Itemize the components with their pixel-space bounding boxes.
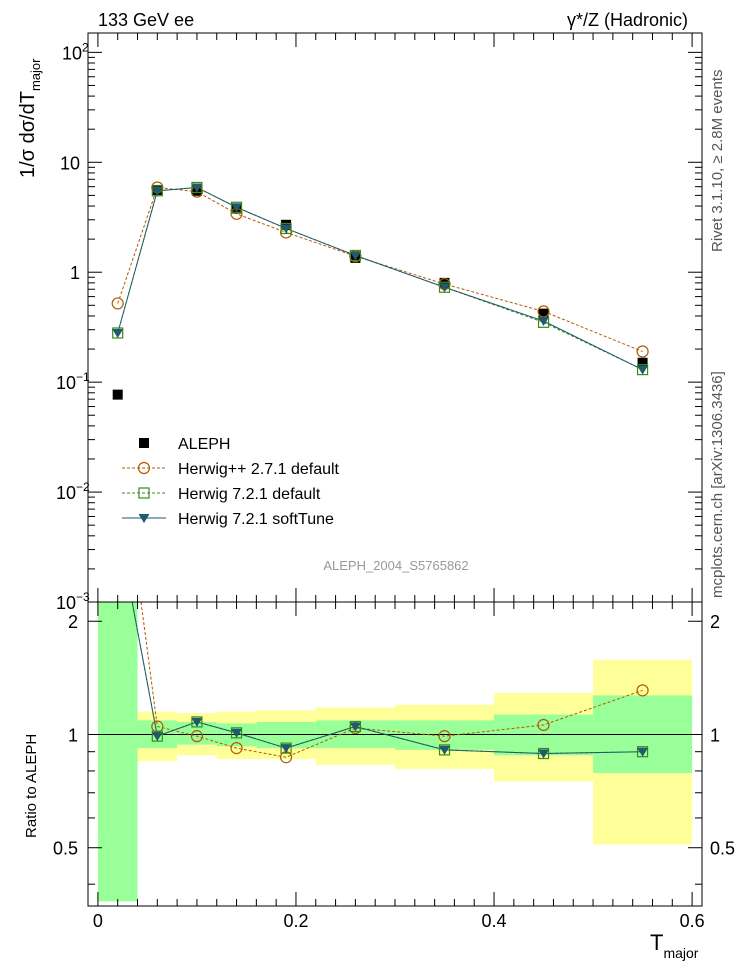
ratio-point-herwigpp	[438, 730, 451, 743]
point-softtune	[538, 316, 550, 326]
ratio-series-layer	[112, 418, 649, 764]
ratio-line-herwigpp	[140, 602, 643, 758]
ratio-point-softtune	[637, 747, 649, 757]
ratio-y-tick-label: 0.5	[53, 839, 78, 859]
point-softtune	[151, 186, 163, 196]
mcplots-label: mcplots.cern.ch [arXiv:1306.3436]	[709, 371, 726, 598]
axes-layer: 102 10 1 10−1 10−2 10−3 0 0.2 0.4 0.6 0.5 0.5 1 1 2 2	[53, 33, 735, 931]
x-tick-label: 0.2	[283, 911, 308, 931]
main-y-tick-label: 10−3	[56, 590, 90, 613]
main-ylabel: 1/σ dσ/dTmajor	[17, 58, 43, 178]
point-softtune	[280, 224, 292, 234]
point-softtune	[349, 251, 361, 261]
ratio-point-herwig721	[113, 520, 123, 530]
ratio-point-softtune	[439, 745, 451, 755]
ratio-point-herwigpp	[151, 720, 164, 733]
ratio-point-softtune	[112, 521, 123, 530]
ratio-point-herwigpp	[537, 718, 550, 732]
band-stat	[256, 721, 316, 749]
x-tick-label: 0	[93, 911, 103, 931]
ratio-y-tick-label: 1	[68, 725, 78, 745]
legend-marker-softtune	[138, 514, 150, 523]
ratio-y-tick-label-right: 0.5	[710, 839, 735, 859]
main-y-tick-label: 10−2	[56, 480, 90, 503]
ratio-point-softtune	[231, 728, 243, 738]
ratio-y-tick-label: 2	[68, 612, 78, 632]
main-y-tick-label: 1	[70, 263, 80, 283]
ratio-point-herwigpp	[190, 730, 204, 743]
rivet-label: Rivet 3.1.10, ≥ 2.8M events	[709, 70, 726, 253]
ratio-point-softtune	[151, 732, 163, 742]
legend: ALEPH Herwig++ 2.7.1 default Herwig 7.2.1 …	[122, 436, 340, 528]
x-tick-label: 0.4	[482, 911, 507, 931]
point-softtune	[637, 365, 649, 375]
header-right: γ*/Z (Hadronic)	[567, 10, 688, 30]
band-stat	[97, 602, 138, 902]
x-tick-label: 0.6	[680, 911, 705, 931]
legend-marker-herwig721	[138, 487, 150, 499]
main-y-tick-label: 10	[60, 153, 80, 173]
x-axis-label: Tmajor	[650, 930, 699, 961]
legend-marker-data	[139, 438, 149, 448]
ratio-point-softtune	[538, 749, 550, 759]
legend-label-herwigpp: Herwig++ 2.7.1 default	[178, 461, 340, 478]
point-herwigpp	[111, 297, 124, 310]
ratio-point-softtune	[191, 717, 203, 727]
ratio-point-softtune	[349, 722, 361, 732]
header-left: 133 GeV ee	[98, 10, 194, 30]
analysis-watermark: ALEPH_2004_S5765862	[323, 558, 468, 573]
ratio-y-tick-label-right: 2	[710, 612, 720, 632]
legend-label-softtune: Herwig 7.2.1 softTune	[178, 511, 334, 528]
point-data	[112, 389, 123, 400]
legend-label-herwig721: Herwig 7.2.1 default	[178, 486, 321, 503]
series-line-herwigpp	[117, 186, 643, 352]
series-line-softtune	[117, 186, 643, 371]
series-line-herwig721	[117, 186, 643, 371]
point-data	[538, 308, 549, 319]
point-herwigpp	[636, 345, 649, 358]
point-softtune	[439, 283, 451, 293]
point-softtune	[231, 203, 243, 213]
ratio-ylabel: Ratio to ALEPH	[23, 734, 40, 838]
point-data	[637, 357, 648, 368]
point-softtune	[191, 183, 203, 193]
ratio-point-herwigpp	[112, 418, 123, 429]
point-data	[439, 277, 450, 288]
main-series-layer	[111, 181, 649, 400]
ratio-point-softtune	[280, 744, 292, 754]
ratio-point-herwigpp	[230, 742, 243, 755]
legend-marker-herwigpp	[137, 461, 151, 475]
ratio-y-tick-label-right: 1	[710, 725, 720, 745]
ratio-bands	[97, 602, 693, 902]
point-softtune	[112, 328, 124, 338]
main-y-tick-label: 102	[62, 40, 89, 63]
main-y-tick-label: 10−1	[56, 370, 90, 393]
legend-label-data: ALEPH	[178, 436, 230, 453]
ratio-point-herwigpp	[636, 684, 649, 697]
